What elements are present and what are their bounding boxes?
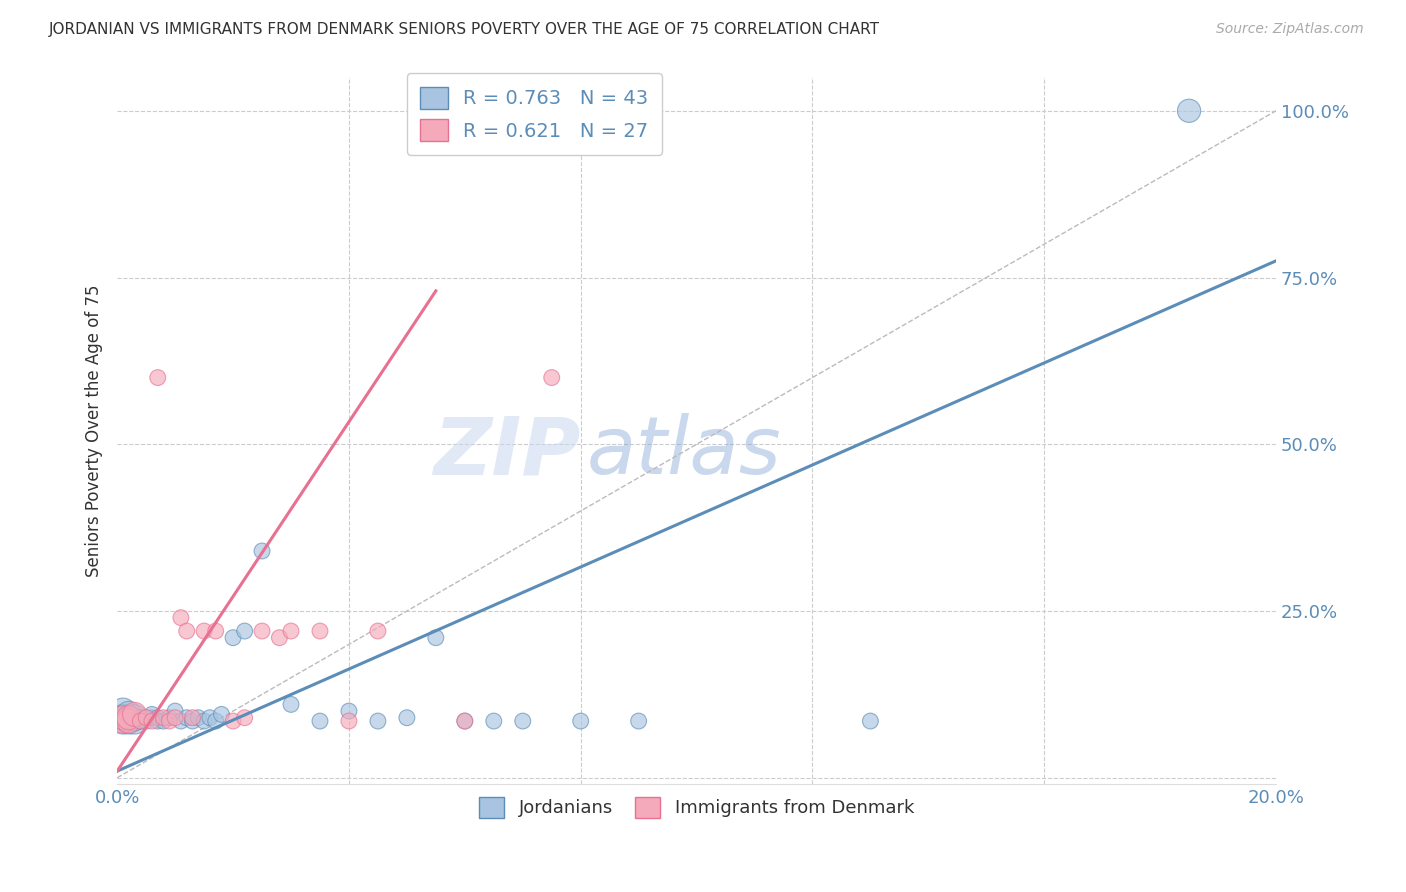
- Point: [129, 714, 152, 728]
- Y-axis label: Seniors Poverty Over the Age of 75: Seniors Poverty Over the Age of 75: [86, 285, 103, 577]
- Point: [129, 714, 152, 728]
- Point: [170, 610, 193, 624]
- Point: [176, 711, 198, 725]
- Point: [204, 714, 226, 728]
- Point: [146, 714, 169, 728]
- Point: [111, 711, 134, 725]
- Legend: Jordanians, Immigrants from Denmark: Jordanians, Immigrants from Denmark: [472, 789, 921, 825]
- Point: [187, 711, 209, 725]
- Point: [233, 624, 256, 638]
- Point: [280, 698, 302, 712]
- Point: [367, 624, 389, 638]
- Point: [135, 714, 157, 728]
- Point: [250, 544, 273, 558]
- Point: [152, 714, 174, 728]
- Point: [337, 714, 360, 728]
- Point: [118, 714, 141, 728]
- Text: atlas: atlas: [586, 413, 782, 491]
- Point: [135, 711, 157, 725]
- Point: [176, 624, 198, 638]
- Point: [204, 624, 226, 638]
- Point: [627, 714, 650, 728]
- Point: [181, 714, 204, 728]
- Point: [1178, 103, 1201, 118]
- Point: [111, 704, 134, 718]
- Point: [118, 714, 141, 728]
- Point: [141, 711, 163, 725]
- Point: [859, 714, 882, 728]
- Point: [198, 711, 221, 725]
- Point: [152, 711, 174, 725]
- Text: ZIP: ZIP: [433, 413, 581, 491]
- Point: [425, 631, 447, 645]
- Point: [124, 711, 146, 725]
- Point: [111, 714, 134, 728]
- Point: [367, 714, 389, 728]
- Point: [146, 711, 169, 725]
- Point: [124, 714, 146, 728]
- Point: [280, 624, 302, 638]
- Point: [118, 711, 141, 725]
- Point: [211, 707, 233, 722]
- Point: [269, 631, 291, 645]
- Point: [193, 624, 215, 638]
- Point: [395, 711, 418, 725]
- Point: [309, 624, 332, 638]
- Point: [124, 707, 146, 722]
- Point: [540, 370, 562, 384]
- Point: [454, 714, 477, 728]
- Point: [337, 704, 360, 718]
- Point: [118, 711, 141, 725]
- Point: [157, 714, 180, 728]
- Point: [222, 631, 245, 645]
- Text: Source: ZipAtlas.com: Source: ZipAtlas.com: [1216, 22, 1364, 37]
- Point: [482, 714, 505, 728]
- Point: [309, 714, 332, 728]
- Point: [118, 707, 141, 722]
- Point: [454, 714, 477, 728]
- Point: [233, 711, 256, 725]
- Point: [135, 711, 157, 725]
- Point: [193, 714, 215, 728]
- Point: [111, 711, 134, 725]
- Point: [165, 711, 187, 725]
- Point: [250, 624, 273, 638]
- Point: [146, 370, 169, 384]
- Point: [129, 711, 152, 725]
- Point: [141, 714, 163, 728]
- Point: [157, 711, 180, 725]
- Point: [222, 714, 245, 728]
- Point: [181, 711, 204, 725]
- Point: [111, 714, 134, 728]
- Point: [512, 714, 534, 728]
- Text: JORDANIAN VS IMMIGRANTS FROM DENMARK SENIORS POVERTY OVER THE AGE OF 75 CORRELAT: JORDANIAN VS IMMIGRANTS FROM DENMARK SEN…: [49, 22, 880, 37]
- Point: [569, 714, 592, 728]
- Point: [165, 704, 187, 718]
- Point: [141, 707, 163, 722]
- Point: [170, 714, 193, 728]
